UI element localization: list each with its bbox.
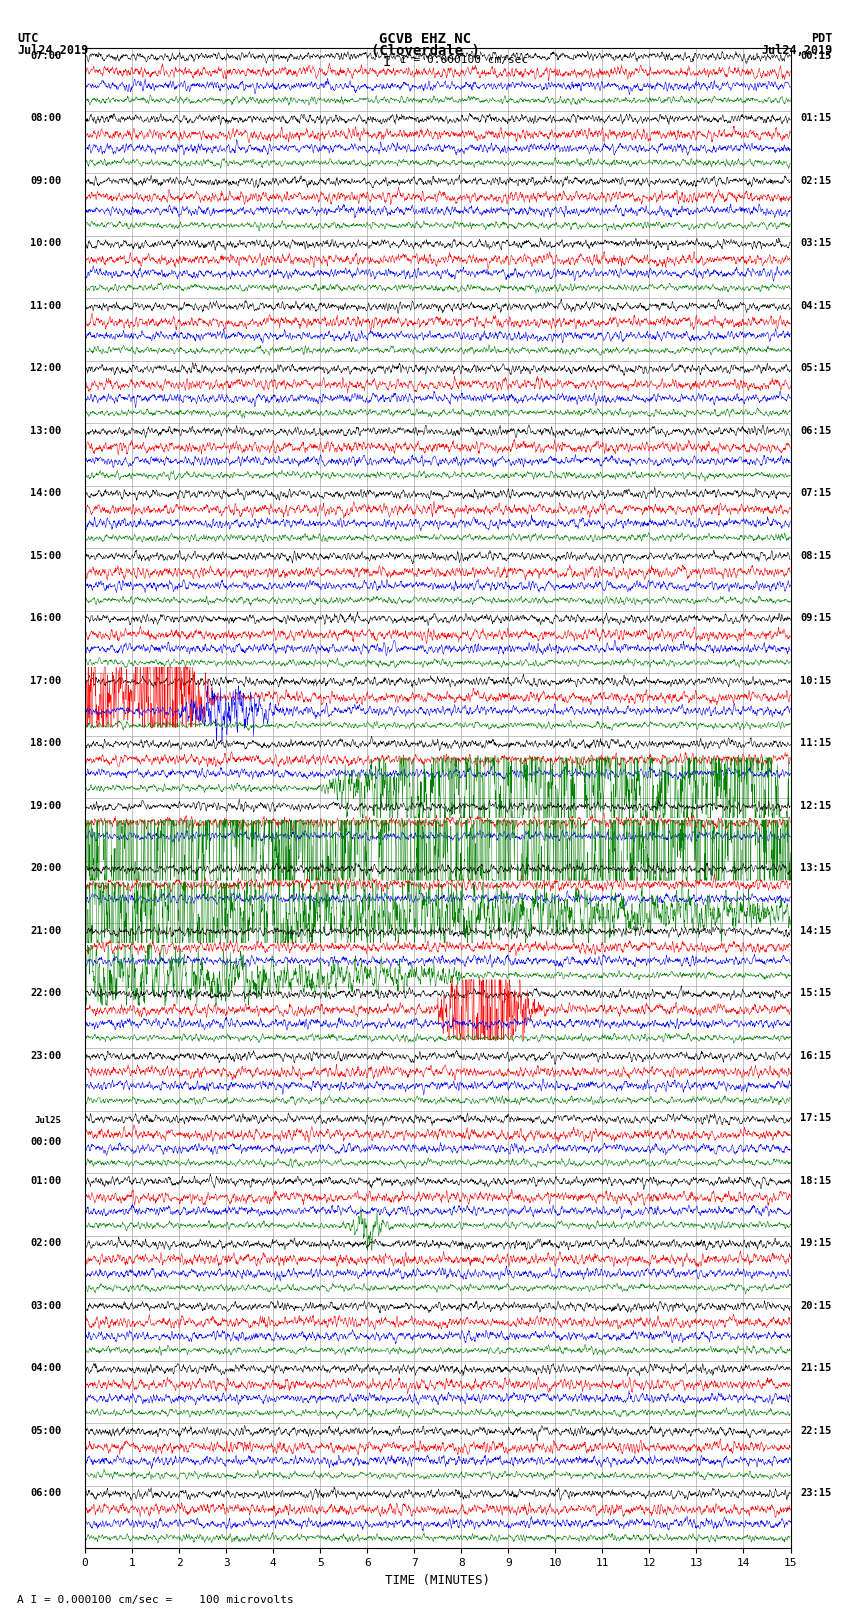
- Text: 03:15: 03:15: [800, 239, 831, 248]
- Text: A I = 0.000100 cm/sec =    100 microvolts: A I = 0.000100 cm/sec = 100 microvolts: [17, 1595, 294, 1605]
- Text: 05:15: 05:15: [800, 363, 831, 373]
- Text: (Cloverdale ): (Cloverdale ): [371, 44, 479, 58]
- Text: 08:00: 08:00: [31, 113, 61, 123]
- Text: 09:00: 09:00: [31, 176, 61, 185]
- Text: Jul25: Jul25: [35, 1116, 61, 1124]
- Text: 19:00: 19:00: [31, 802, 61, 811]
- Text: 00:15: 00:15: [800, 52, 831, 61]
- Text: 22:00: 22:00: [31, 989, 61, 998]
- Text: UTC: UTC: [17, 32, 38, 45]
- Text: 03:00: 03:00: [31, 1302, 61, 1311]
- Text: 21:00: 21:00: [31, 926, 61, 936]
- Text: PDT: PDT: [812, 32, 833, 45]
- Text: 04:00: 04:00: [31, 1363, 61, 1373]
- Text: 10:15: 10:15: [800, 676, 831, 686]
- Text: I = 0.000100 cm/sec: I = 0.000100 cm/sec: [400, 55, 528, 65]
- Text: 21:15: 21:15: [800, 1363, 831, 1373]
- Text: 14:15: 14:15: [800, 926, 831, 936]
- Text: 18:00: 18:00: [31, 739, 61, 748]
- Text: 01:15: 01:15: [800, 113, 831, 123]
- Text: 23:00: 23:00: [31, 1052, 61, 1061]
- Text: 23:15: 23:15: [800, 1489, 831, 1498]
- Text: 14:00: 14:00: [31, 489, 61, 498]
- Text: 17:15: 17:15: [800, 1113, 831, 1123]
- Text: 06:15: 06:15: [800, 426, 831, 436]
- Text: 01:00: 01:00: [31, 1176, 61, 1186]
- Text: 12:15: 12:15: [800, 802, 831, 811]
- Text: 15:15: 15:15: [800, 989, 831, 998]
- Text: 07:15: 07:15: [800, 489, 831, 498]
- Text: 22:15: 22:15: [800, 1426, 831, 1436]
- Text: 12:00: 12:00: [31, 363, 61, 373]
- Text: 11:15: 11:15: [800, 739, 831, 748]
- Text: 15:00: 15:00: [31, 552, 61, 561]
- Text: 16:15: 16:15: [800, 1052, 831, 1061]
- Text: 06:00: 06:00: [31, 1489, 61, 1498]
- Text: 20:15: 20:15: [800, 1302, 831, 1311]
- Text: 00:00: 00:00: [31, 1137, 61, 1147]
- Text: Jul24,2019: Jul24,2019: [17, 44, 88, 56]
- Text: 19:15: 19:15: [800, 1239, 831, 1248]
- Text: 02:00: 02:00: [31, 1239, 61, 1248]
- Text: 09:15: 09:15: [800, 613, 831, 623]
- Text: 05:00: 05:00: [31, 1426, 61, 1436]
- Text: 17:00: 17:00: [31, 676, 61, 686]
- Text: 16:00: 16:00: [31, 613, 61, 623]
- Text: 10:00: 10:00: [31, 239, 61, 248]
- Text: Jul24,2019: Jul24,2019: [762, 44, 833, 56]
- Text: 04:15: 04:15: [800, 302, 831, 311]
- Text: I: I: [382, 55, 391, 69]
- Text: 11:00: 11:00: [31, 302, 61, 311]
- Text: 08:15: 08:15: [800, 552, 831, 561]
- Text: 18:15: 18:15: [800, 1176, 831, 1186]
- Text: GCVB EHZ NC: GCVB EHZ NC: [379, 32, 471, 47]
- X-axis label: TIME (MINUTES): TIME (MINUTES): [385, 1574, 490, 1587]
- Text: 02:15: 02:15: [800, 176, 831, 185]
- Text: 13:00: 13:00: [31, 426, 61, 436]
- Text: 07:00: 07:00: [31, 52, 61, 61]
- Text: 13:15: 13:15: [800, 863, 831, 873]
- Text: 20:00: 20:00: [31, 863, 61, 873]
